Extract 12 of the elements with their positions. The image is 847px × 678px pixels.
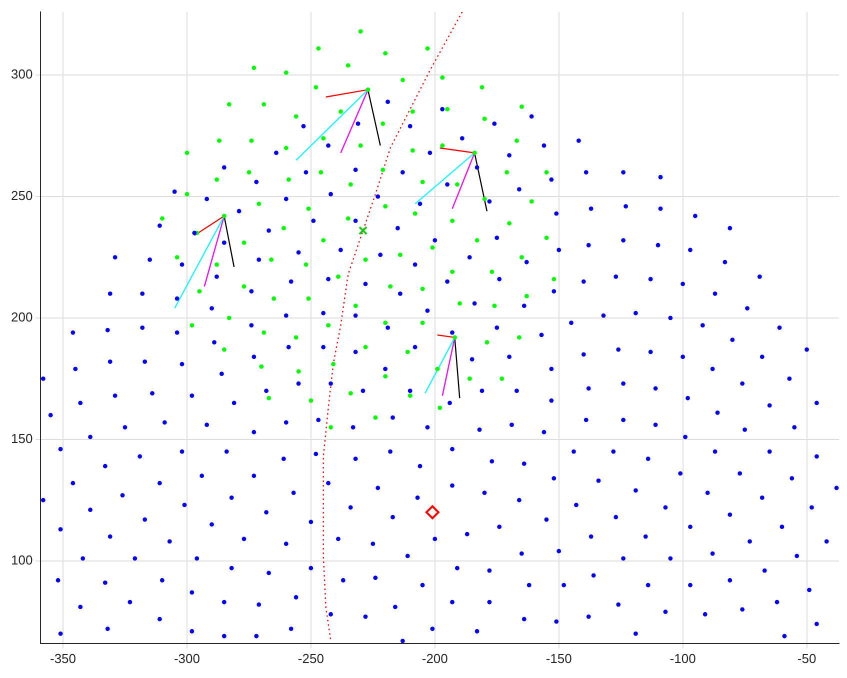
x-tick-label: -200 [422, 650, 448, 666]
x-tick-label: -150 [546, 650, 572, 666]
y-tick-label: 100 [10, 552, 33, 568]
y-tick-label: 150 [10, 430, 33, 446]
y-tick-label: 250 [10, 188, 33, 204]
x-tick-label: -300 [174, 650, 200, 666]
x-tick-label: -350 [50, 650, 76, 666]
y-tick-label: 300 [10, 66, 33, 82]
x-tick-label: -100 [670, 650, 696, 666]
y-tick-label: 200 [10, 310, 33, 325]
x-tick-label: -50 [797, 650, 816, 666]
x-tick-label: -250 [298, 650, 324, 666]
